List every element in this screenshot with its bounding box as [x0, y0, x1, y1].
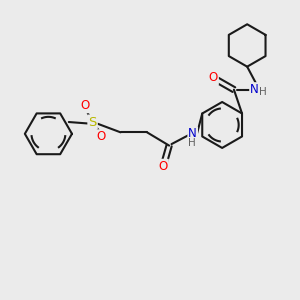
Text: H: H	[188, 138, 196, 148]
Text: O: O	[81, 99, 90, 112]
Text: O: O	[209, 71, 218, 84]
Text: H: H	[260, 87, 267, 97]
Text: O: O	[159, 160, 168, 173]
Text: S: S	[88, 116, 97, 128]
Text: N: N	[250, 83, 259, 96]
Text: N: N	[188, 127, 197, 140]
Text: O: O	[97, 130, 106, 143]
